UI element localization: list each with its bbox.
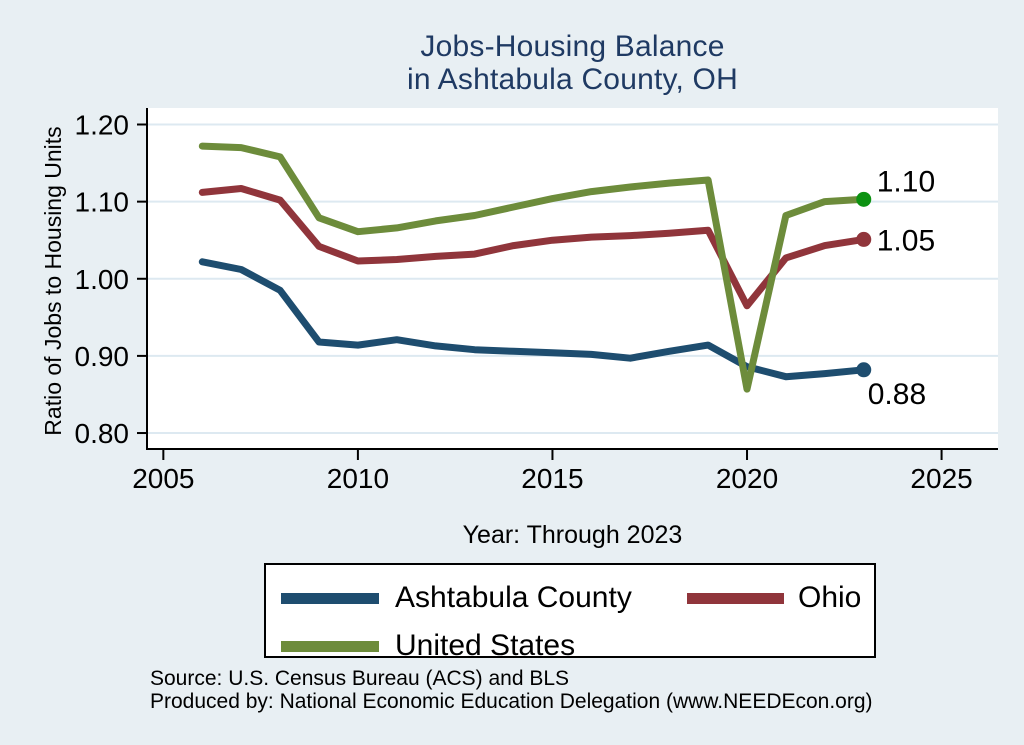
footer-notes: Source: U.S. Census Bureau (ACS) and BLS… [150, 667, 873, 713]
x-tick-label-2020: 2020 [716, 463, 778, 494]
end-value-label-united-states: 1.10 [877, 165, 935, 198]
x-tick-label-2025: 2025 [910, 463, 972, 494]
legend: Ashtabula County Ohio United States [264, 563, 876, 662]
legend-label-ashtabula-county: Ashtabula County [395, 581, 632, 614]
x-tick-label-2010: 2010 [327, 463, 389, 494]
produced-by-line: Produced by: National Economic Education… [150, 689, 873, 713]
y-tick-label-1.2: 1.20 [75, 110, 130, 141]
x-tick-label-2015: 2015 [521, 463, 583, 494]
chart-title: Jobs-Housing Balance in Ashtabula County… [147, 30, 998, 96]
end-value-label-ashtabula-county: 0.88 [868, 378, 926, 411]
x-axis-title: Year: Through 2023 [462, 521, 683, 549]
y-tick-label-1: 1.00 [75, 264, 130, 295]
chart-title-line2: in Ashtabula County, OH [407, 63, 738, 96]
end-marker-united-states [856, 191, 872, 207]
end-marker-ashtabula-county [856, 362, 872, 378]
x-tick-label-2005: 2005 [132, 463, 194, 494]
y-tick-label-0.9: 0.90 [75, 341, 130, 372]
series-line-united-states [198, 142, 868, 393]
end-value-label-ohio: 1.05 [877, 224, 935, 257]
source-line: Source: U.S. Census Bureau (ACS) and BLS [150, 667, 570, 690]
y-tick-label-1.1: 1.10 [75, 187, 130, 218]
y-tick-label-0.8: 0.80 [75, 418, 130, 449]
legend-label-united-states: United States [395, 629, 576, 662]
chart-title-line1: Jobs-Housing Balance [420, 30, 725, 63]
legend-swatch-ohio [687, 593, 784, 604]
legend-swatch-united-states [281, 641, 379, 652]
legend-label-ohio: Ohio [798, 581, 862, 614]
legend-swatch-ashtabula-county [281, 593, 379, 604]
end-marker-ohio [856, 231, 872, 247]
series-line-ohio [198, 185, 868, 310]
